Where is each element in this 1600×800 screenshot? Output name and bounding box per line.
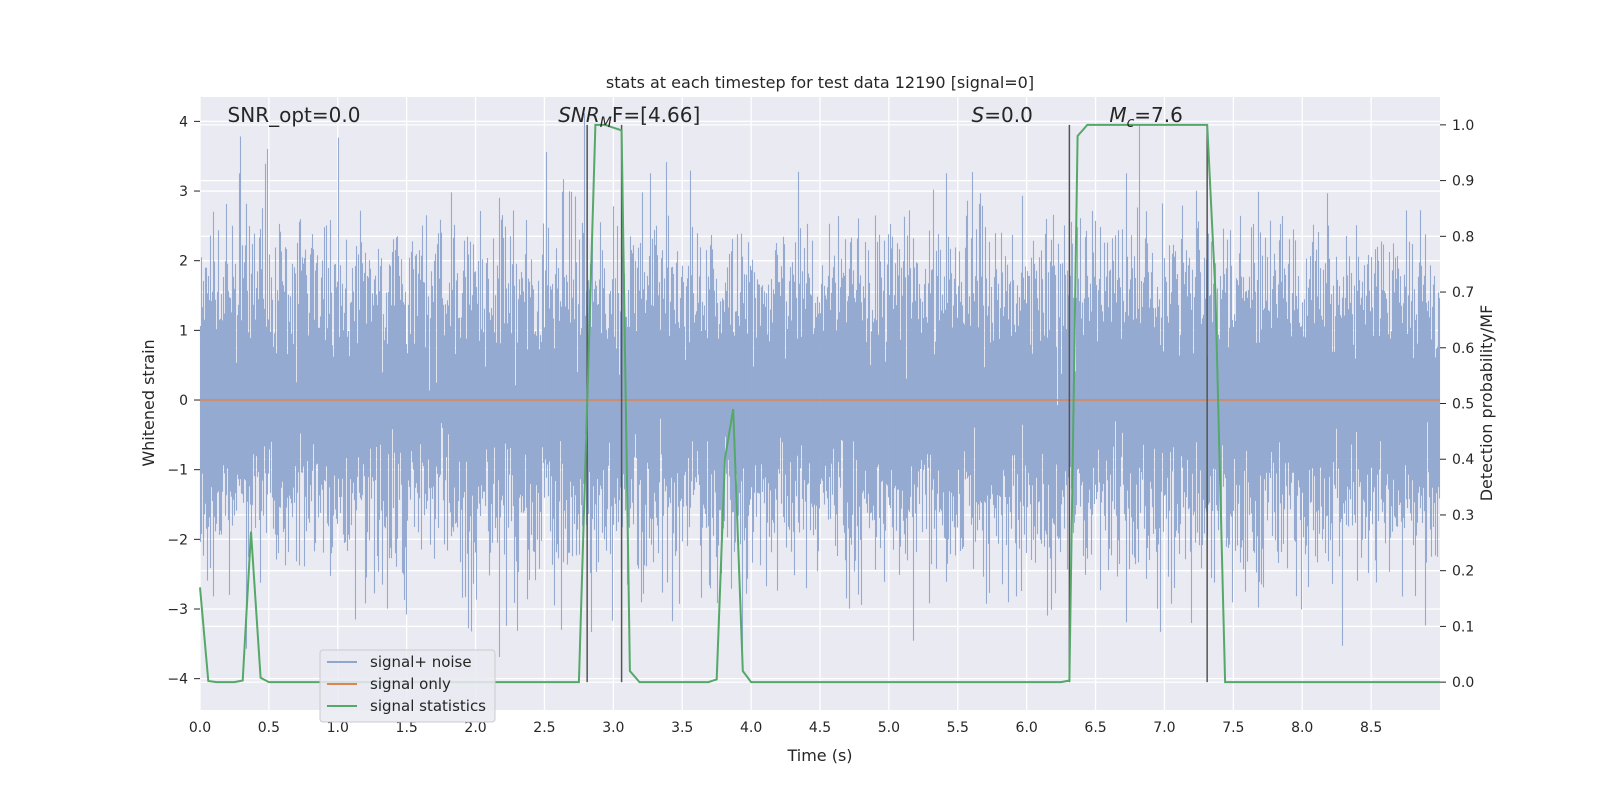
x-axis-label: Time (s) <box>786 746 852 765</box>
y-tick-label-right: 0.5 <box>1452 397 1474 413</box>
y-tick-label-left: 3 <box>179 184 188 200</box>
y-tick-label-left: −3 <box>167 602 188 618</box>
y-tick-label-right: 1.0 <box>1452 118 1474 134</box>
x-tick-label: 2.5 <box>533 720 555 736</box>
x-tick-label: 4.5 <box>809 720 831 736</box>
legend-label-noise: signal+ noise <box>370 653 472 671</box>
y-tick-label-right: 0.1 <box>1452 619 1474 635</box>
x-tick-label: 7.5 <box>1222 720 1244 736</box>
x-tick-label: 7.0 <box>1153 720 1175 736</box>
annotation: Mc=7.6 <box>1109 103 1183 131</box>
legend-label-stats: signal statistics <box>370 697 486 715</box>
annotation: S=0.0 <box>972 103 1033 127</box>
legend-box <box>319 649 496 723</box>
x-tick-label: 3.5 <box>671 720 693 736</box>
noise-trace <box>199 113 1441 660</box>
legend-label-signal: signal only <box>370 675 451 693</box>
legend: signal+ noise signal only signal statist… <box>319 649 496 723</box>
x-tick-label: 0.0 <box>189 720 211 736</box>
y-tick-label-left: −2 <box>167 532 188 548</box>
series-signal-statistics <box>199 123 1440 684</box>
y-tick-label-left: 4 <box>179 114 188 130</box>
annotation: SNR_opt=0.0 <box>228 103 361 127</box>
x-tick-label: 5.5 <box>947 720 969 736</box>
ticks: 0.0 0.5 1.0 1.5 2.0 2.5 3.0 3.5 4.0 4.5 5.0 5.5 6.0 6… <box>167 114 1474 736</box>
x-tick-label: 0.5 <box>258 720 280 736</box>
y-tick-label-left: −1 <box>167 463 188 479</box>
series-signal-noise <box>199 113 1441 660</box>
x-tick-label: 6.0 <box>1016 720 1038 736</box>
x-tick-label: 8.5 <box>1360 720 1382 736</box>
y-tick-label-right: 0.3 <box>1452 508 1474 524</box>
x-tick-label: 2.0 <box>464 720 486 736</box>
y-tick-label-right: 0.8 <box>1452 229 1474 245</box>
y-tick-label-left: 2 <box>179 254 188 270</box>
x-tick-label: 8.0 <box>1291 720 1313 736</box>
y-tick-label-right: 0.4 <box>1452 452 1474 468</box>
y-tick-label-right: 0.6 <box>1452 341 1474 357</box>
y-tick-label-right: 0.0 <box>1452 675 1474 691</box>
y-tick-label-left: −4 <box>167 672 188 688</box>
y-tick-label-right: 0.2 <box>1452 564 1474 580</box>
y-tick-label-left: 0 <box>179 393 188 409</box>
y-tick-label-left: 1 <box>179 323 188 339</box>
y-tick-label-right: 0.9 <box>1452 174 1474 190</box>
y-axis-label-right: Detection probability/MF <box>1477 305 1496 502</box>
x-tick-label: 3.0 <box>602 720 624 736</box>
x-tick-label: 5.0 <box>878 720 900 736</box>
x-tick-label: 4.0 <box>740 720 762 736</box>
y-tick-label-right: 0.7 <box>1452 285 1474 301</box>
x-tick-label: 1.5 <box>396 720 418 736</box>
chart-title: stats at each timestep for test data 121… <box>606 73 1034 92</box>
x-tick-label: 1.0 <box>327 720 349 736</box>
annotation: SNRMF=[4.66] <box>558 103 700 131</box>
y-axis-label-left: Whitened strain <box>139 339 158 466</box>
x-tick-label: 6.5 <box>1084 720 1106 736</box>
annotations: SNR_opt=0.0 SNRMF=[4.66] S=0.0 Mc=7.6 <box>228 103 1183 131</box>
